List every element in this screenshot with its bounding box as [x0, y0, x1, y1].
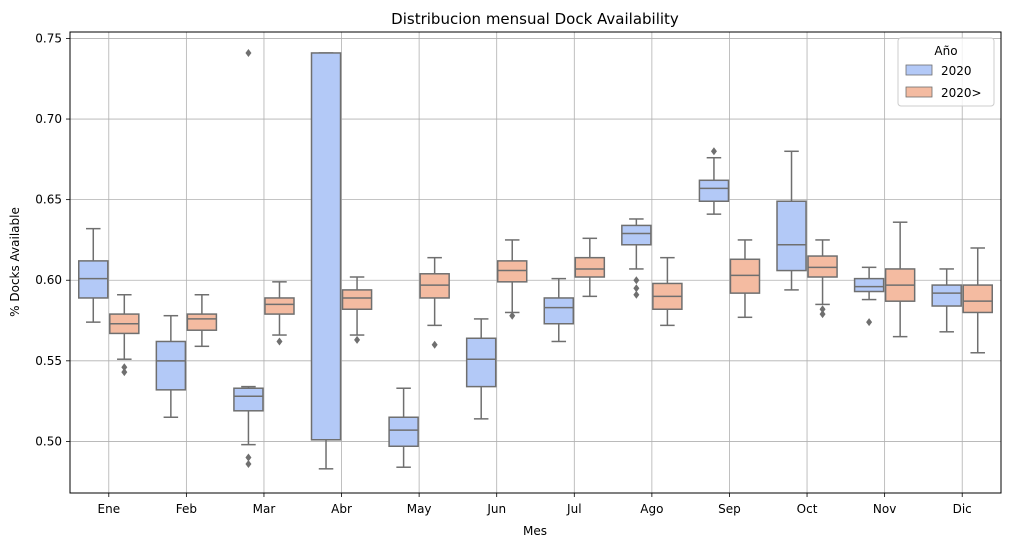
- box-iqr: [420, 274, 449, 298]
- outlier-point: [121, 368, 127, 376]
- box-2020plus-feb: [187, 295, 216, 347]
- outlier-point: [354, 336, 360, 344]
- box-iqr: [265, 298, 294, 314]
- box-iqr: [730, 259, 759, 293]
- y-tick-label: 0.50: [35, 434, 62, 448]
- x-tick-label-sep: Sep: [718, 502, 741, 516]
- box-iqr: [156, 341, 185, 389]
- x-tick-label-feb: Feb: [176, 502, 197, 516]
- outlier-point: [245, 460, 251, 468]
- outlier-point: [245, 49, 251, 57]
- box-2020-oct: [777, 151, 806, 290]
- x-tick-label-nov: Nov: [873, 502, 896, 516]
- y-tick-label: 0.70: [35, 112, 62, 126]
- plot-frame: [70, 32, 1001, 493]
- box-2020plus-sep: [730, 240, 759, 317]
- box-iqr: [544, 298, 573, 324]
- box-2020-nov: [855, 267, 884, 326]
- box-2020-feb: [156, 316, 185, 418]
- legend-label-2020: 2020: [941, 64, 972, 78]
- legend-label-2020plus: 2020>: [941, 86, 982, 100]
- outlier-point: [820, 310, 826, 318]
- box-2020-dic: [932, 269, 961, 332]
- legend-swatch-2020plus: [906, 87, 932, 97]
- box-2020plus-jun: [498, 240, 527, 320]
- outlier-point: [633, 291, 639, 299]
- box-2020-sep: [699, 147, 728, 214]
- box-iqr: [932, 285, 961, 306]
- box-2020plus-dic: [963, 248, 992, 353]
- x-tick-label-mar: Mar: [253, 502, 276, 516]
- box-iqr: [389, 417, 418, 446]
- box-series: [79, 49, 992, 469]
- box-iqr: [467, 338, 496, 386]
- y-tick-label: 0.60: [35, 273, 62, 287]
- box-2020plus-mar: [265, 282, 294, 346]
- outlier-point: [432, 341, 438, 349]
- box-iqr: [963, 285, 992, 312]
- box-iqr: [855, 279, 884, 292]
- box-iqr: [312, 53, 341, 440]
- box-iqr: [808, 256, 837, 277]
- box-2020plus-abr: [343, 277, 372, 344]
- box-2020plus-jul: [575, 238, 604, 296]
- x-tick-label-may: May: [407, 502, 432, 516]
- y-tick-label: 0.75: [35, 31, 62, 45]
- box-2020plus-oct: [808, 240, 837, 318]
- box-iqr: [187, 314, 216, 330]
- box-iqr: [777, 201, 806, 270]
- box-2020-may: [389, 388, 418, 467]
- box-iqr: [622, 225, 651, 244]
- box-2020-ene: [79, 229, 108, 322]
- box-2020-ago: [622, 219, 651, 299]
- box-2020-jul: [544, 279, 573, 342]
- x-tick-label-jun: Jun: [486, 502, 506, 516]
- x-tick-label-oct: Oct: [797, 502, 818, 516]
- box-2020plus-ago: [653, 258, 682, 326]
- grid-lines: [70, 32, 1001, 493]
- box-iqr: [575, 258, 604, 277]
- x-tick-label-dic: Dic: [953, 502, 972, 516]
- outlier-point: [276, 337, 282, 345]
- chart-title: Distribucion mensual Dock Availability: [391, 10, 679, 28]
- outlier-point: [633, 276, 639, 284]
- x-axis-label: Mes: [523, 524, 547, 538]
- x-axis-ticks: Ene Feb Mar Abr May Jun Jul Ago Sep Oct Nov Dic: [98, 493, 972, 516]
- box-2020-mar: [234, 49, 263, 468]
- legend-swatch-2020: [906, 65, 932, 75]
- x-tick-label-abr: Abr: [331, 502, 352, 516]
- box-iqr: [79, 261, 108, 298]
- box-iqr: [343, 290, 372, 309]
- x-tick-label-jul: Jul: [566, 502, 581, 516]
- box-iqr: [234, 388, 263, 411]
- y-tick-label: 0.55: [35, 354, 62, 368]
- box-iqr: [498, 261, 527, 282]
- box-2020plus-ene: [110, 295, 139, 376]
- box-iqr: [699, 180, 728, 201]
- legend-title: Año: [934, 44, 957, 58]
- x-tick-label-ago: Ago: [640, 502, 663, 516]
- x-tick-label-ene: Ene: [98, 502, 121, 516]
- outlier-point: [866, 318, 872, 326]
- outlier-point: [711, 147, 717, 155]
- y-tick-label: 0.65: [35, 193, 62, 207]
- box-2020-abr: [312, 53, 341, 469]
- box-2020-jun: [467, 319, 496, 419]
- y-axis-label: % Docks Available: [8, 207, 22, 317]
- box-2020plus-nov: [886, 222, 915, 336]
- y-axis-ticks: 0.50 0.55 0.60 0.65 0.70 0.75: [35, 31, 70, 448]
- box-2020plus-may: [420, 258, 449, 349]
- legend: Año 2020 2020>: [898, 38, 994, 106]
